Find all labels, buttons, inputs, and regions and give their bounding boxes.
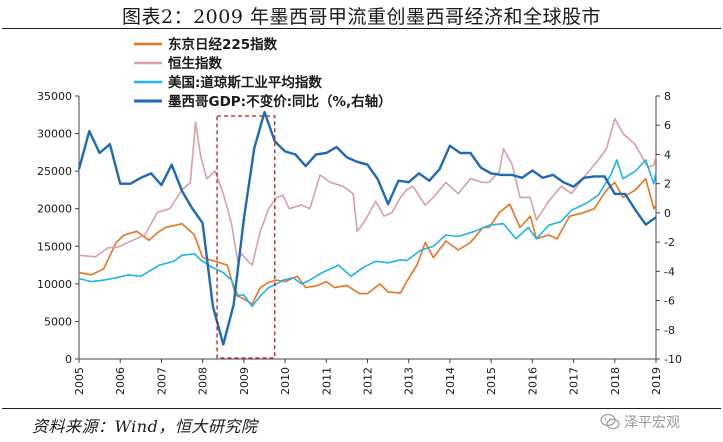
y-left-tick-label: 10000: [37, 278, 72, 291]
y-right-tick-label: -10: [664, 353, 682, 366]
series-line-gdp: [77, 110, 657, 346]
x-tick-label: 2009: [238, 367, 251, 395]
series-line-hangseng: [78, 117, 657, 266]
y-left-tick-label: 35000: [37, 90, 72, 103]
x-tick-label: 2008: [197, 367, 210, 395]
legend-label-dow: 美国:道琼斯工业平均指数: [168, 74, 322, 91]
y-left-tick-label: 0: [65, 353, 72, 366]
x-tick-label: 2018: [609, 367, 622, 395]
x-tick-label: 2013: [403, 367, 416, 395]
legend-label-nikkei: 东京日经225指数: [168, 36, 278, 53]
x-tick-label: 2005: [73, 367, 86, 395]
x-tick-label: 2007: [155, 367, 168, 395]
y-right-tick-label: 2: [664, 178, 671, 191]
series-group: [77, 110, 657, 346]
y-right-tick-label: 8: [664, 90, 671, 103]
footer-rule: [2, 408, 721, 409]
x-tick-label: 2019: [650, 367, 663, 395]
chart-title: 图表2：2009 年墨西哥甲流重创墨西哥经济和全球股市: [122, 6, 601, 28]
series-line-dow: [78, 159, 657, 308]
y-right-tick-label: 0: [664, 207, 671, 220]
x-tick-label: 2011: [320, 367, 333, 395]
y-left-tick-label: 20000: [37, 203, 72, 216]
x-tick-label: 2016: [526, 367, 539, 395]
x-tick-label: 2017: [568, 367, 581, 395]
data-source: 资料来源：Wind，恒大研究院: [32, 417, 258, 436]
x-tick-label: 2010: [279, 367, 292, 395]
x-tick-label: 2012: [362, 367, 375, 395]
y-right-tick-label: 4: [664, 148, 671, 161]
y-right-tick-label: -2: [664, 236, 675, 249]
legend-label-hangseng: 恒生指数: [168, 55, 222, 72]
axes-group: 0 5000 10000 15000 20000 25000 30000 35000 -10 -8…: [37, 90, 682, 395]
y-left-tick-label: 30000: [37, 128, 72, 141]
y-right-tick-label: -4: [664, 265, 675, 278]
highlight-box: [216, 115, 276, 359]
y-right-tick-label: 6: [664, 119, 671, 132]
wechat-icon: [600, 413, 620, 430]
highlight-group: [216, 115, 276, 359]
series-line-nikkei: [78, 177, 657, 305]
line-chart: 0 5000 10000 15000 20000 25000 30000 35000 -10 -8…: [37, 36, 682, 395]
y-left-tick-label: 15000: [37, 240, 72, 253]
y-left-tick-label: 5000: [44, 315, 72, 328]
watermark-text: 泽平宏观: [624, 415, 680, 431]
legend-label-gdp: 墨西哥GDP:不变价:同比（%,右轴）: [168, 93, 392, 110]
x-tick-label: 2006: [114, 367, 127, 395]
legend: 东京日经225指数恒生指数美国:道琼斯工业平均指数墨西哥GDP:不变价:同比（%…: [134, 36, 392, 110]
y-right-tick-label: -6: [664, 295, 675, 308]
title-rule: [2, 28, 721, 29]
x-tick-label: 2015: [485, 367, 498, 395]
y-right-tick-label: -8: [664, 324, 675, 337]
y-left-tick-label: 25000: [37, 165, 72, 178]
x-tick-label: 2014: [444, 367, 457, 395]
watermark: 泽平宏观: [600, 412, 680, 432]
